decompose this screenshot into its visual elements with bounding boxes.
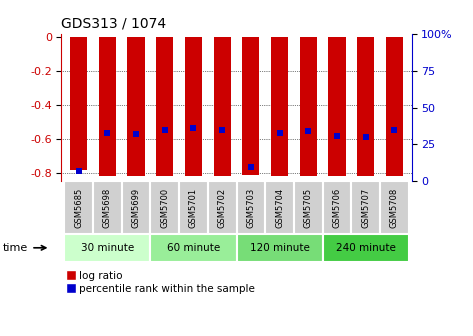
Bar [357, 37, 374, 176]
Text: 60 minute: 60 minute [167, 243, 220, 253]
Bar [179, 181, 208, 234]
Bar [236, 234, 323, 262]
Text: 120 minute: 120 minute [250, 243, 309, 253]
Text: GSM5708: GSM5708 [390, 187, 399, 227]
Bar [242, 37, 260, 175]
Bar [150, 181, 179, 234]
Text: GSM5706: GSM5706 [333, 187, 342, 227]
Text: GSM5700: GSM5700 [160, 187, 169, 227]
Bar [64, 181, 93, 234]
Text: GDS313 / 1074: GDS313 / 1074 [61, 16, 166, 30]
Bar [299, 37, 317, 176]
Text: GSM5685: GSM5685 [74, 187, 83, 227]
Bar [64, 234, 150, 262]
Text: GSM5707: GSM5707 [361, 187, 370, 227]
Bar [323, 234, 409, 262]
Bar [156, 37, 174, 176]
Legend: log ratio, percentile rank within the sample: log ratio, percentile rank within the sa… [67, 271, 255, 294]
Bar [185, 37, 202, 176]
Bar [294, 181, 323, 234]
Text: time: time [3, 243, 46, 253]
Bar [99, 37, 116, 176]
Bar [150, 234, 236, 262]
Text: GSM5704: GSM5704 [275, 187, 284, 227]
Bar [323, 181, 351, 234]
Text: GSM5702: GSM5702 [218, 187, 227, 227]
Bar [122, 181, 150, 234]
Bar [70, 37, 88, 170]
Text: 30 minute: 30 minute [81, 243, 134, 253]
Bar [271, 37, 288, 176]
Text: GSM5705: GSM5705 [304, 187, 313, 227]
Bar [265, 181, 294, 234]
Bar [328, 37, 345, 176]
Text: 240 minute: 240 minute [336, 243, 395, 253]
Text: GSM5703: GSM5703 [246, 187, 255, 227]
Text: GSM5701: GSM5701 [189, 187, 198, 227]
Bar [351, 181, 380, 234]
Text: GSM5698: GSM5698 [103, 187, 112, 227]
Bar [385, 37, 403, 176]
Text: GSM5699: GSM5699 [131, 187, 140, 227]
Bar [208, 181, 236, 234]
Bar [93, 181, 122, 234]
Bar [380, 181, 409, 234]
Bar [128, 37, 145, 176]
Bar [236, 181, 265, 234]
Bar [213, 37, 231, 176]
